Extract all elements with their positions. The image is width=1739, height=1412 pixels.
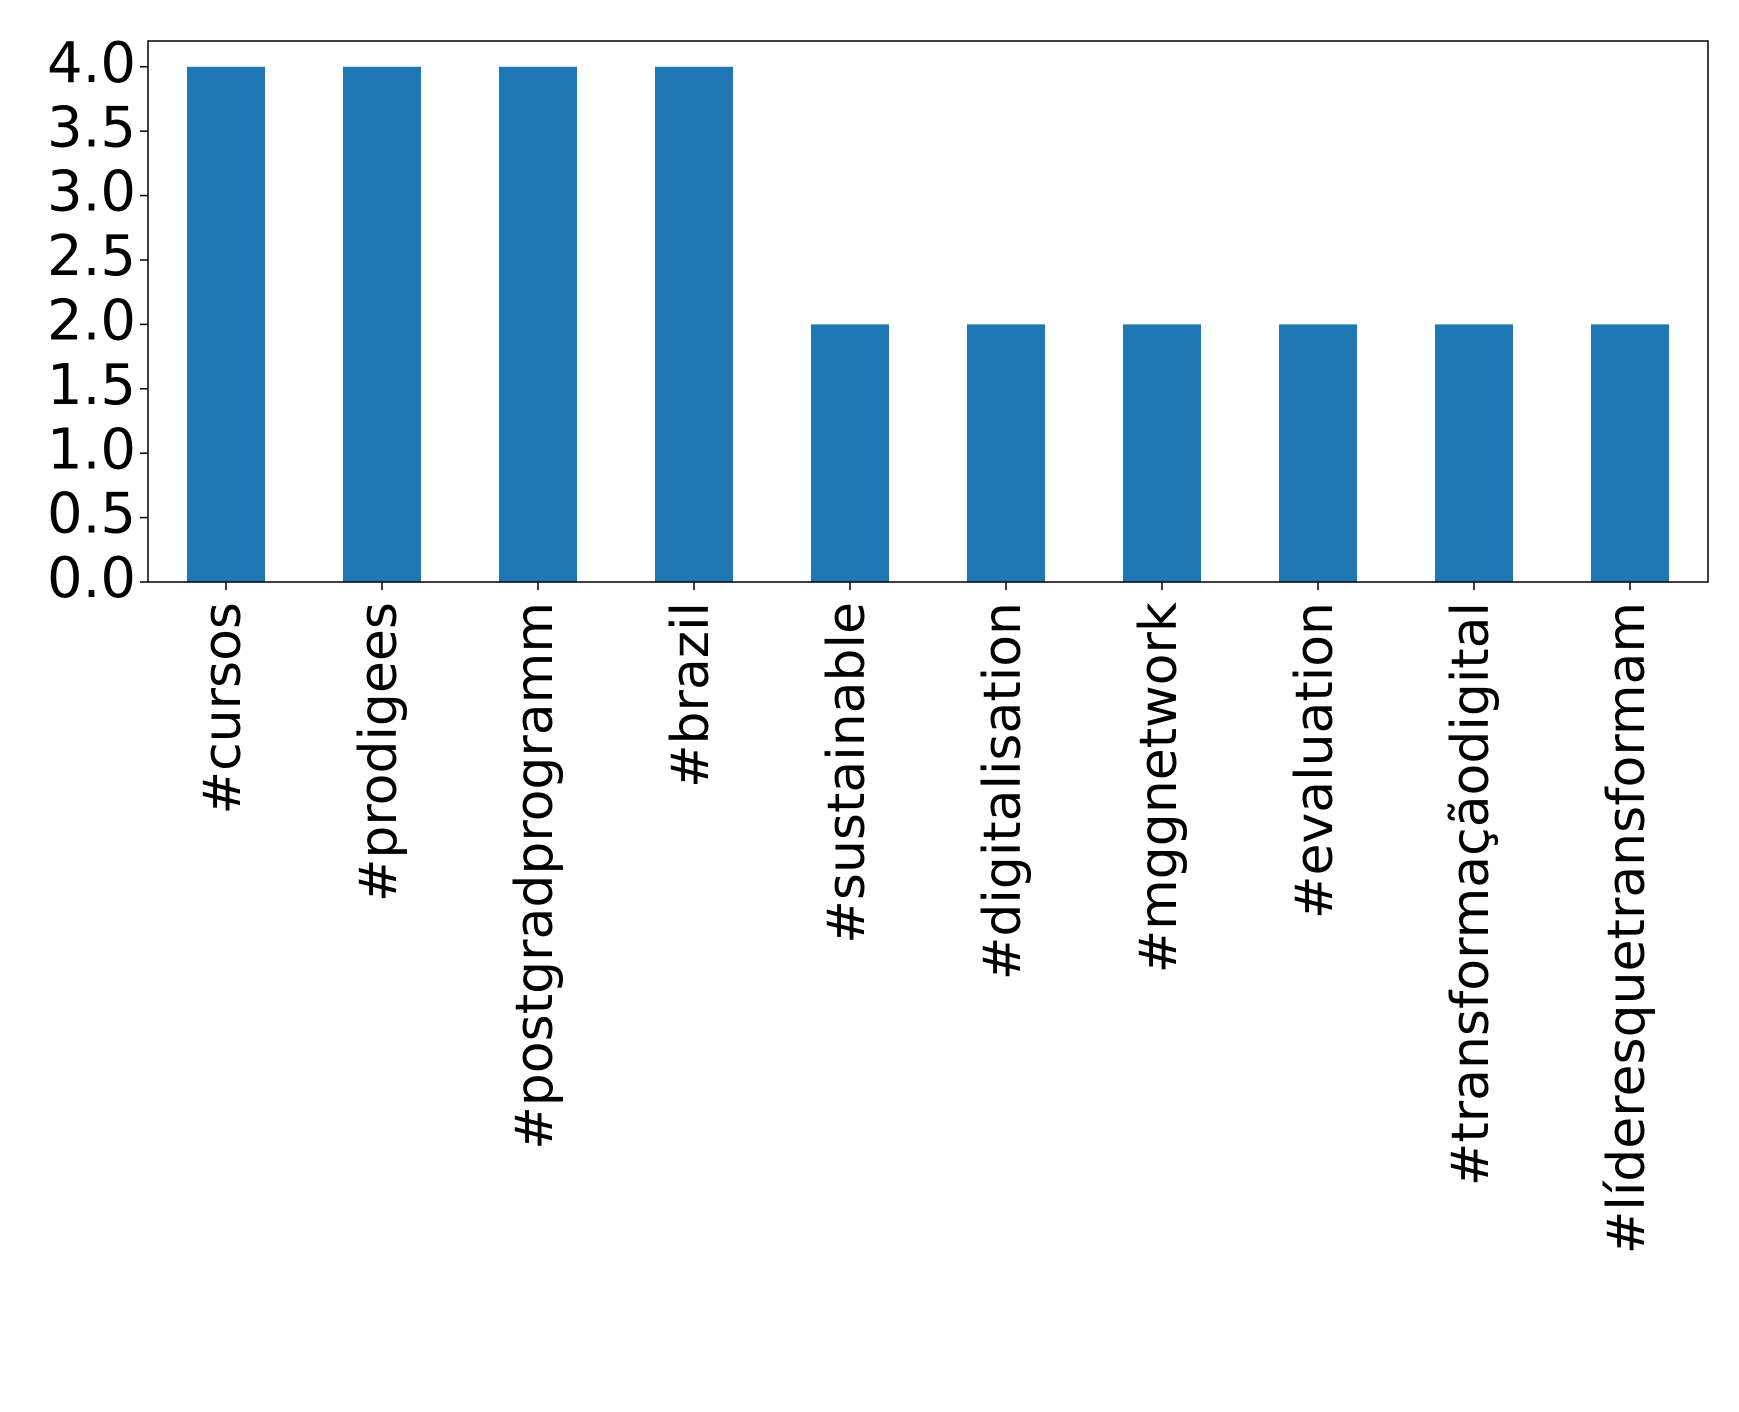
y-tick-label: 3.0	[47, 160, 136, 225]
bar	[967, 324, 1045, 582]
x-tick-label: #líderesquetransformam	[1597, 602, 1657, 1254]
y-tick-label: 1.0	[47, 417, 136, 482]
bar	[1435, 324, 1513, 582]
bar	[187, 66, 265, 582]
bar	[499, 66, 577, 582]
y-tick-label: 2.0	[47, 289, 136, 354]
x-tick-label: #transformaçãodigital	[1441, 602, 1501, 1186]
y-tick-label: 1.5	[47, 353, 136, 418]
x-tick-label: #sustainable	[817, 602, 877, 944]
x-tick-label: #cursos	[193, 602, 253, 815]
y-tick-label: 4.0	[47, 31, 136, 96]
bar	[1279, 324, 1357, 582]
bar	[1123, 324, 1201, 582]
x-tick-label: #brazil	[661, 602, 721, 788]
plot-frame	[147, 40, 1709, 583]
bar	[1591, 324, 1669, 582]
x-tick-label: #postgradprogramm	[505, 602, 565, 1150]
y-tick-label: 2.5	[47, 224, 136, 289]
bar	[811, 324, 889, 582]
x-tick-label: #digitalisation	[973, 602, 1033, 980]
y-tick-label: 3.5	[47, 95, 136, 160]
x-tick-label: #mggnetwork	[1129, 602, 1189, 973]
x-tick-label: #prodigees	[349, 602, 409, 902]
x-tick-label: #evaluation	[1285, 602, 1345, 919]
y-tick-label: 0.0	[47, 546, 136, 611]
y-tick-label: 0.5	[47, 482, 136, 547]
bar	[343, 66, 421, 582]
bar	[655, 66, 733, 582]
